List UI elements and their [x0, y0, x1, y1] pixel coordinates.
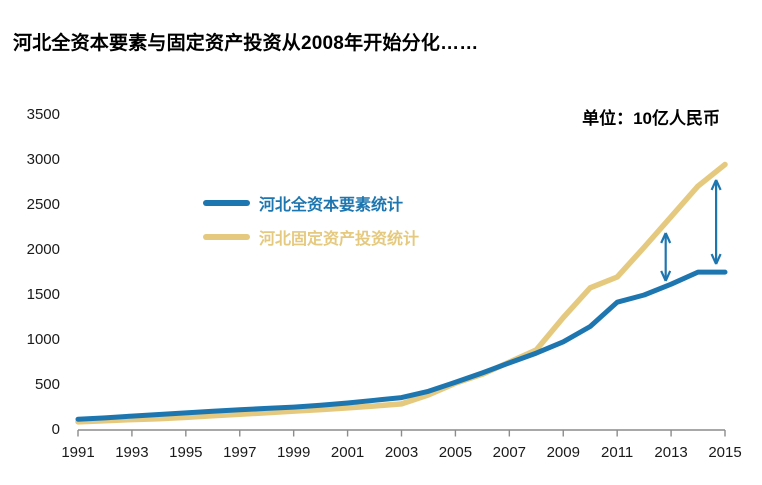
divergence-arrow	[710, 179, 722, 265]
chart-title: 河北全资本要素与固定资产投资从2008年开始分化……	[13, 33, 479, 54]
y-axis-tick-label: 500	[34, 376, 60, 393]
capital-series-swatch	[203, 200, 250, 206]
x-axis-tick-label: 2005	[438, 444, 473, 461]
x-axis-tick-label: 2003	[384, 444, 419, 461]
y-axis-tick-label: 1500	[26, 286, 60, 303]
x-axis-tick-label: 2013	[654, 444, 688, 461]
chart-legend: 河北全资本要素统计 河北固定资产投资统计	[203, 193, 419, 261]
x-axis-tick-label: 1991	[61, 444, 95, 461]
x-axis-tick-label: 1999	[276, 444, 311, 461]
arrow-stroke	[715, 253, 722, 265]
y-axis-tick-label: 0	[51, 421, 60, 438]
x-axis-tick-label: 2015	[708, 444, 742, 461]
arrow-stroke	[664, 270, 672, 282]
legend-label: 河北全资本要素统计	[259, 197, 404, 214]
legend-item-capital: 河北全资本要素统计	[203, 193, 419, 214]
legend-label: 河北固定资产投资统计	[259, 231, 420, 248]
legend-item-investment: 河北固定资产投资统计	[203, 227, 420, 248]
arrow-stroke	[710, 253, 718, 265]
arrow-stroke	[715, 179, 722, 191]
x-axis-tick-label: 2007	[492, 444, 527, 461]
x-axis-tick-label: 1997	[223, 444, 257, 461]
arrow-stroke	[660, 232, 667, 244]
x-axis-tick-label: 2001	[330, 444, 365, 461]
investment-series-swatch	[203, 234, 250, 240]
arrow-stroke	[710, 179, 718, 191]
series-line-investment	[75, 161, 728, 425]
y-axis-tick-label: 1000	[26, 331, 60, 348]
x-axis-tick-label: 2011	[601, 444, 634, 461]
unit-label: 单位：10亿人民币	[582, 109, 720, 128]
series-line-capital	[75, 269, 728, 422]
y-axis-tick-label: 2500	[26, 196, 60, 213]
x-axis-tick-label: 2009	[546, 444, 580, 461]
y-axis-tick-label: 3000	[26, 151, 60, 168]
divergence-arrow	[660, 232, 672, 282]
y-axis-tick-label: 3500	[26, 106, 60, 123]
x-axis-tick-label: 1995	[169, 444, 203, 461]
arrow-stroke	[664, 232, 672, 244]
arrow-stroke	[660, 270, 667, 282]
x-axis-tick-label: 1993	[115, 444, 149, 461]
y-axis-tick-label: 2000	[26, 241, 60, 258]
